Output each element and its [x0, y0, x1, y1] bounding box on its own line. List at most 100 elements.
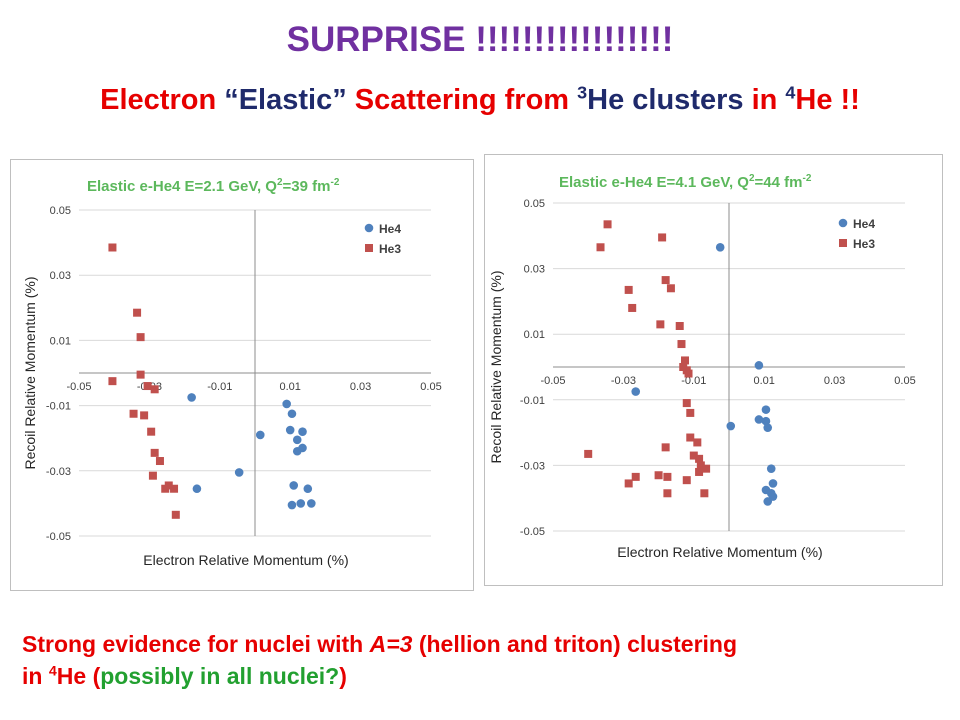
data-point-he3: [147, 427, 156, 436]
data-point-he3: [133, 308, 142, 317]
subtitle-superscript: 3: [577, 82, 588, 103]
data-point-he3: [681, 356, 689, 365]
data-point-he3: [148, 471, 157, 480]
legend-marker-he4: [364, 223, 374, 233]
y-tick-label: -0.01: [520, 395, 545, 407]
data-point-he4: [287, 500, 297, 510]
slide-title: SURPRISE !!!!!!!!!!!!!!!!!: [286, 20, 674, 59]
data-point-he4: [282, 399, 291, 409]
data-point-he3: [624, 285, 633, 294]
data-point-he4: [631, 387, 641, 396]
data-point-he3: [677, 340, 686, 349]
y-axis-label: Recoil Relative Momentum (%): [488, 271, 504, 464]
data-point-he3: [663, 489, 672, 498]
data-point-he4: [298, 443, 307, 453]
data-point-he4: [763, 497, 773, 506]
y-tick-label: 0.05: [524, 198, 545, 210]
y-tick-label: -0.03: [520, 460, 545, 472]
data-point-he4: [303, 484, 313, 494]
chart-title-tail-sup: -2: [331, 177, 340, 188]
data-point-he3: [658, 233, 667, 242]
data-point-he3: [108, 377, 117, 386]
x-tick-label: -0.01: [681, 375, 706, 387]
subtitle-text: Scattering from: [346, 84, 578, 116]
data-point-he3: [654, 471, 663, 480]
data-point-he4: [715, 242, 725, 252]
y-tick-label: 0.01: [50, 335, 71, 347]
legend-label-he4: He4: [379, 222, 401, 236]
y-tick-label: 0.03: [524, 264, 545, 276]
legend-label-he4: He4: [853, 217, 875, 231]
chart-panel-right: 0.05 0.03 0.01 -0.01 -0.03 -0.05 -0.05 -0.03 -0.…: [484, 154, 943, 586]
data-point-he4: [192, 484, 202, 494]
y-tick-label: -0.05: [46, 531, 71, 543]
data-point-he4: [292, 435, 302, 445]
data-point-he3: [663, 472, 672, 481]
conclusion-text: Strong evidence for nuclei with A=3 (hel…: [22, 628, 952, 692]
data-point-he4: [234, 468, 244, 477]
y-tick-label: -0.05: [520, 526, 545, 538]
data-point-he4: [754, 415, 764, 424]
chart-panel-left: 0.050.030.01-0.01-0.03-0.05-0.05-0.03-0.…: [10, 159, 474, 591]
data-point-he3: [170, 484, 179, 493]
data-point-he3: [686, 408, 695, 417]
data-point-he3: [108, 243, 117, 252]
data-point-he3: [164, 481, 173, 490]
data-point-he3: [675, 322, 684, 330]
subtitle-text: Electron: [100, 84, 225, 116]
conclusion-text-part: (hellion and triton) clustering: [412, 631, 738, 657]
legend-marker-he3: [839, 239, 847, 247]
x-tick-label: 0.01: [279, 381, 300, 393]
slide-subtitle: Electron “Elastic” Scattering from 3He c…: [0, 82, 960, 117]
conclusion-text-part: in: [22, 663, 49, 689]
data-point-he3: [689, 451, 698, 460]
data-point-he3: [624, 479, 633, 488]
subtitle-elastic: “Elastic”: [224, 84, 347, 116]
data-point-he3: [696, 461, 705, 470]
data-point-he3: [695, 454, 704, 463]
x-tick-label: 0.05: [894, 375, 915, 387]
conclusion-italic: A=3: [369, 631, 413, 657]
chart-title-main: Elastic e-He4 E=4.1 GeV, Q: [559, 174, 749, 191]
data-point-he4: [768, 479, 778, 488]
chart-title-tail-sup: -2: [803, 173, 812, 184]
x-tick-label: -0.05: [540, 375, 565, 387]
data-point-he3: [695, 467, 704, 476]
data-point-he3: [656, 320, 665, 329]
data-point-he4: [287, 409, 297, 419]
data-point-he3: [171, 510, 180, 519]
data-point-he4: [289, 481, 299, 490]
data-point-he3: [603, 220, 612, 229]
conclusion-text-part: He (: [56, 663, 101, 689]
data-point-he3: [150, 385, 159, 394]
data-point-he3: [155, 457, 164, 466]
data-point-he4: [307, 499, 316, 508]
y-tick-label: 0.03: [50, 270, 71, 282]
data-point-he3: [140, 411, 149, 420]
data-point-he3: [702, 464, 711, 473]
data-point-he3: [661, 276, 670, 285]
x-tick-label: -0.05: [66, 381, 91, 393]
x-tick-label: 0.03: [824, 375, 845, 387]
data-point-he3: [129, 409, 138, 418]
data-point-he4: [298, 427, 307, 436]
data-point-he3: [628, 303, 637, 312]
data-point-he4: [296, 499, 306, 508]
chart-title-main: Elastic e-He4 E=2.1 GeV, Q: [87, 178, 277, 195]
conclusion-text-part: Strong evidence for nuclei with: [22, 631, 370, 657]
conclusion-green-text: possibly in all nuclei?: [100, 663, 340, 689]
data-point-he3: [682, 476, 691, 485]
y-tick-label: -0.03: [46, 466, 71, 478]
scatter-chart-e21: 0.050.030.01-0.01-0.03-0.05-0.05-0.03-0.…: [22, 177, 442, 568]
x-tick-label: 0.01: [753, 375, 774, 387]
data-point-he3: [661, 443, 670, 452]
data-point-he3: [684, 369, 693, 378]
data-point-he3: [693, 438, 702, 447]
data-point-he4: [726, 421, 736, 431]
data-point-he4: [766, 464, 776, 473]
legend-label-he3: He3: [853, 237, 875, 251]
chart-title-sup: 2: [749, 173, 755, 184]
data-point-he4: [761, 416, 771, 426]
conclusion-text-part: ): [339, 663, 347, 689]
chart-title: Elastic e-He4 E=4.1 GeV, Q2=44 fm-2: [559, 173, 812, 191]
